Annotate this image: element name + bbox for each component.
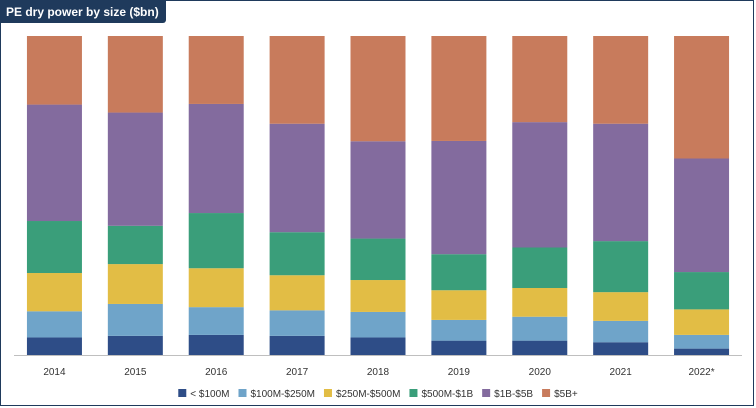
bar-segment-2019-series-2 <box>431 290 487 320</box>
bar-segment-2018-series-3 <box>350 238 406 281</box>
bar-segment-2014-series-5 <box>26 36 82 105</box>
bar-segment-2015-series-4 <box>107 112 163 226</box>
legend-swatch <box>542 389 551 397</box>
bar-segment-2019-series-5 <box>431 36 487 141</box>
bar-segment-2014-series-0 <box>26 337 82 355</box>
x-tick-label: 2016 <box>205 367 228 378</box>
legend-label: $1B-$5B <box>494 389 533 400</box>
bar-segment-2021-series-4 <box>593 123 649 242</box>
legend-swatch <box>238 389 247 397</box>
bar-segment-2020-series-4 <box>512 122 568 248</box>
x-tick-label: 2015 <box>124 367 147 378</box>
chart-title: PE dry power by size ($bn) <box>1 1 166 23</box>
bar-segment-2017-series-4 <box>269 123 325 233</box>
legend-swatch <box>482 389 491 397</box>
bar-segment-2016-series-4 <box>188 103 244 214</box>
bar-segment-2022-series-2 <box>674 309 730 335</box>
x-tick-label: 2022* <box>688 367 714 378</box>
bar-segment-2014-series-3 <box>26 221 82 274</box>
bar-segment-2019-series-4 <box>431 140 487 255</box>
bar-segment-2018-series-0 <box>350 337 406 355</box>
legend-label: $250M-$500M <box>336 389 400 400</box>
bar-segment-2022-series-1 <box>674 334 730 349</box>
bar-segment-2019-series-1 <box>431 319 487 341</box>
legend-label: $500M-$1B <box>421 389 473 400</box>
bar-segment-2018-series-2 <box>350 280 406 312</box>
x-tick-label: 2014 <box>43 367 66 378</box>
bar-segment-2015-series-1 <box>107 303 163 336</box>
bar-segment-2020-series-0 <box>512 340 568 355</box>
bar-segment-2015-series-2 <box>107 264 163 304</box>
bar-segment-2021-series-0 <box>593 342 649 355</box>
bar-segment-2017-series-0 <box>269 335 325 355</box>
legend: < $100M $100M-$250M $250M-$500M $500M-$1B $1… <box>178 389 578 400</box>
bar-segment-2016-series-0 <box>188 334 244 355</box>
bar-segment-2022-series-0 <box>674 348 730 355</box>
bar-segment-2021-series-3 <box>593 241 649 293</box>
bar-segment-2016-series-2 <box>188 268 244 308</box>
bar-segment-2016-series-1 <box>188 307 244 335</box>
bar-segment-2014-series-4 <box>26 104 82 222</box>
bar-segment-2015-series-0 <box>107 335 163 355</box>
bar-segment-2015-series-3 <box>107 225 163 265</box>
bar-segment-2016-series-5 <box>188 36 244 104</box>
legend-swatch <box>323 389 332 397</box>
bar-segment-2022-series-3 <box>674 272 730 310</box>
bar-segment-2017-series-2 <box>269 275 325 311</box>
bar-segment-2018-series-4 <box>350 141 406 239</box>
bar-segment-2019-series-0 <box>431 340 487 355</box>
bar-segment-2020-series-1 <box>512 316 568 341</box>
bar-segment-2015-series-5 <box>107 36 163 113</box>
bar-segment-2017-series-1 <box>269 310 325 336</box>
x-tick-label: 2019 <box>448 367 471 378</box>
bar-segment-2016-series-3 <box>188 213 244 269</box>
x-tick-label: 2021 <box>610 367 633 378</box>
legend-swatch <box>178 389 187 397</box>
legend-label: < $100M <box>190 389 229 400</box>
bar-segment-2017-series-5 <box>269 36 325 124</box>
x-tick-label: 2017 <box>286 367 309 378</box>
legend-swatch <box>409 389 418 397</box>
x-tick-label: 2018 <box>367 367 390 378</box>
bar-segment-2020-series-3 <box>512 247 568 289</box>
bar-segment-2020-series-5 <box>512 36 568 123</box>
bar-segment-2014-series-2 <box>26 273 82 312</box>
x-tick-label: 2020 <box>529 367 552 378</box>
bar-segment-2022-series-4 <box>674 158 730 273</box>
bar-segment-2021-series-2 <box>593 292 649 321</box>
bar-segment-2017-series-3 <box>269 232 325 276</box>
bar-segment-2018-series-5 <box>350 36 406 142</box>
bar-segment-2019-series-3 <box>431 254 487 291</box>
bar-segment-2022-series-5 <box>674 36 730 159</box>
bar-segment-2014-series-1 <box>26 311 82 338</box>
bar-segment-2020-series-2 <box>512 288 568 317</box>
legend-label: $5B+ <box>554 389 578 400</box>
bar-segment-2021-series-5 <box>593 36 649 124</box>
bar-segment-2018-series-1 <box>350 311 406 338</box>
legend-label: $100M-$250M <box>250 389 314 400</box>
bar-segment-2021-series-1 <box>593 320 649 343</box>
